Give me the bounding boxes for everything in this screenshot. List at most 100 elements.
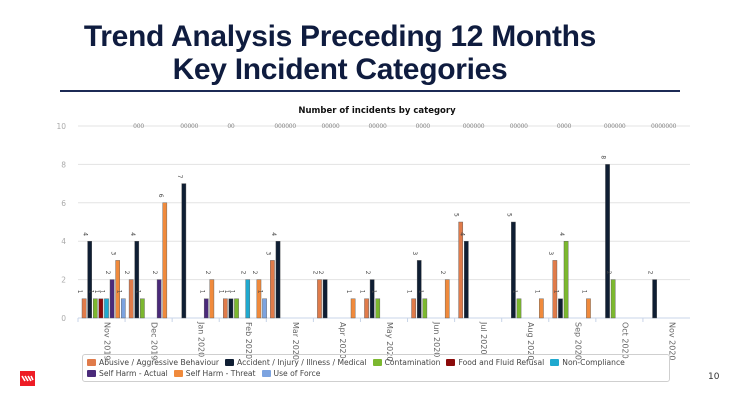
zero-value-label: 0 [321,123,325,130]
bar-self-harm-threat [586,298,591,319]
bar-abusive-aggressive-behaviour [552,260,558,319]
zero-value-label: 0 [140,123,144,130]
legend-item[interactable]: Accident / Injury / Illness / Medical [225,357,367,368]
x-tick-label: Sep 2020 [573,322,582,360]
zero-value-label: 0 [463,123,467,130]
legend-label: Use of Force [273,369,321,378]
zero-value-label: 0 [180,123,184,130]
zero-value-label: 0 [510,123,514,130]
zero-value-label: 0 [278,123,282,130]
x-tick-label: Jun 2020 [432,321,441,357]
legend-item[interactable]: Abusive / Aggressive Behaviour [87,357,219,368]
zero-value-label: 0 [379,123,383,130]
zero-value-label: 0 [325,123,329,130]
zero-value-label: 0 [191,123,195,130]
x-tick-label: May 2020 [385,322,394,361]
zero-value-label: 0 [416,123,420,130]
bar-non-compliance [104,298,109,319]
gridlines [77,125,690,322]
bar-value-label: 4 [270,232,277,236]
legend-item[interactable]: Self Harm - Actual [87,368,168,379]
bar-contamination [375,298,381,319]
bar-contamination [234,298,239,319]
zero-value-label: 0 [611,123,615,130]
bar-value-label: 2 [151,271,158,275]
bar-accident-injury-illness-medical [275,240,281,319]
bar-self-harm-threat [115,260,120,319]
zero-value-label: 0 [466,123,470,130]
zero-value-label: 0 [187,123,191,130]
bar-use-of-force [262,298,267,319]
bar-accident-injury-illness-medical [181,183,187,319]
x-tick-label: Aug 2020 [526,322,535,361]
y-tick-label: 10 [56,122,66,131]
bar-value-label: 5 [453,213,460,217]
zero-value-label: 0 [481,123,485,130]
bar-non-compliance [245,279,251,319]
zero-value-label: 0 [658,123,662,130]
zero-value-label: 0 [133,123,137,130]
brand-logo-icon [20,371,35,386]
legend-swatch [173,370,183,377]
slide-title: Trend Analysis Preceding 12 Months Key I… [0,20,680,86]
bar-self-harm-threat [539,298,544,319]
zero-value-label: 0 [517,123,521,130]
zero-value-label: 0 [618,123,622,130]
bar-value-label: 8 [600,155,607,159]
legend-item[interactable]: Self Harm - Threat [173,368,256,379]
bar-value-label: 1 [76,290,83,294]
y-axis-ticks: 0 2 4 6 8 10 [56,122,66,323]
zero-value-label: 0 [383,123,387,130]
zero-value-label: 0 [376,123,380,130]
zero-value-label: 0 [557,123,561,130]
zero-value-label: 0 [651,123,655,130]
legend-swatch [372,359,382,366]
legend-label: Accident / Injury / Illness / Medical [237,358,367,367]
bar-value-label: 2 [647,271,654,275]
legend-swatch [87,370,96,377]
bar-contamination [563,240,569,319]
zero-value-label: 0 [568,123,572,130]
zero-value-label: 0 [336,123,340,130]
zero-value-label: 0 [622,123,626,130]
zero-value-label: 0 [521,123,525,130]
slide-title-line1: Trend Analysis Preceding 12 Months [83,20,597,53]
legend-item[interactable]: Non-Compliance [550,357,625,368]
zero-value-label: 0 [423,123,427,130]
bar-contamination [610,279,616,319]
zero-value-label: 0 [419,123,423,130]
x-tick-label: Dec 2019 [150,322,159,360]
bar-value-label: 2 [605,271,612,275]
bar-abusive-aggressive-behaviour [128,279,134,319]
y-tick-label: 0 [61,314,66,323]
zero-value-label: 0 [329,123,333,130]
bar-value-label: 2 [364,271,371,275]
bar-value-label: 1 [257,290,264,294]
y-tick-label: 4 [61,237,66,246]
bar-use-of-force [120,298,126,319]
bar-value-label: 2 [311,271,318,275]
bar-value-label: 1 [217,290,224,294]
zero-value-label: 0 [615,123,619,130]
bar-value-label: 1 [115,290,122,294]
zero-value-label: 0 [372,123,376,130]
legend-swatch [550,359,560,366]
bar-abusive-aggressive-behaviour [317,279,322,319]
y-tick-label: 6 [61,199,66,208]
bar-value-label: 1 [406,290,413,294]
y-tick-label: 8 [61,160,66,169]
zero-value-label: 0 [426,123,430,130]
zero-value-label: 0 [477,123,481,130]
zero-value-label: 0 [560,123,564,130]
zero-value-label: 0 [655,123,659,130]
bar-accident-injury-illness-medical [558,298,563,319]
legend-item[interactable]: Food and Fluid Refusal [446,357,544,368]
bar-abusive-aggressive-behaviour [411,298,416,319]
bar-value-label: 1 [93,290,100,294]
bar-value-label: 3 [411,251,418,255]
legend-item[interactable]: Contamination [372,357,440,368]
zero-value-label: 0 [369,123,373,130]
legend-item[interactable]: Use of Force [261,368,321,379]
